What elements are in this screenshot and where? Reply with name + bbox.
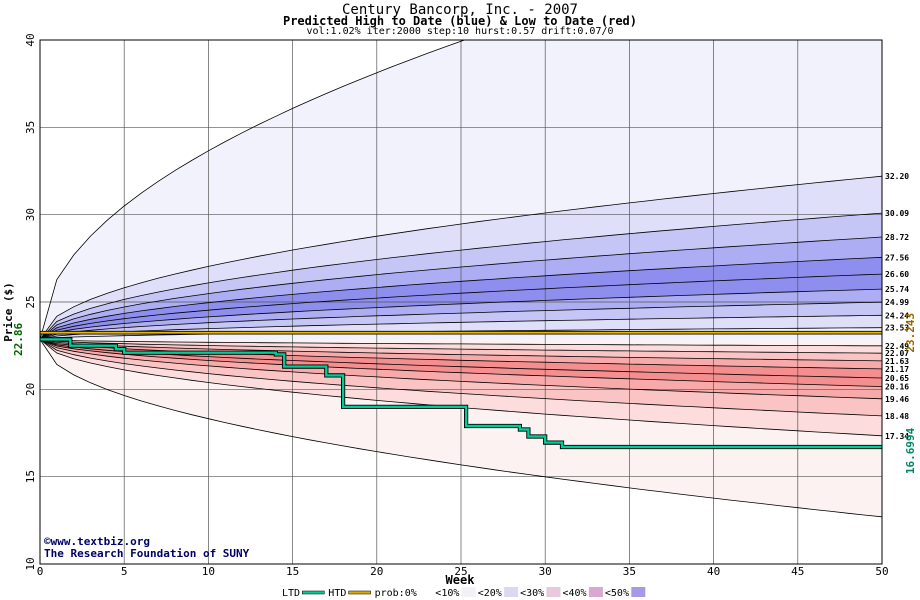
upper-band-line bbox=[40, 288, 882, 340]
lower-band-label: 20.16 bbox=[885, 383, 909, 392]
upper-band-label: 27.56 bbox=[885, 253, 909, 262]
upper-band-line bbox=[40, 301, 882, 340]
x-tick-label: 35 bbox=[623, 565, 636, 578]
lower-band-fill bbox=[40, 339, 882, 378]
chart-subtitle: Predicted High to Date (blue) & Low to D… bbox=[282, 14, 637, 28]
credit-line-2: The Research Foundation of SUNY bbox=[44, 547, 250, 560]
lower-band-label: 21.17 bbox=[885, 365, 909, 374]
legend-label: prob:0% bbox=[375, 588, 417, 599]
lower-band-line bbox=[40, 339, 882, 354]
legend-swatch bbox=[302, 590, 325, 595]
y-tick-label: 10 bbox=[24, 557, 37, 570]
lower-band-line bbox=[40, 339, 882, 347]
ltd-line bbox=[40, 338, 882, 449]
x-tick-label: 20 bbox=[370, 565, 383, 578]
legend-label: <40% bbox=[563, 588, 587, 599]
chart-title: Century Bancorp, Inc. - 2007 bbox=[341, 2, 578, 18]
upper-band-label: 26.60 bbox=[885, 270, 909, 279]
chart-params: vol:1.02% iter:2000 step:10 hurst:0.57 d… bbox=[306, 26, 614, 37]
upper-band-line bbox=[40, 212, 882, 340]
upper-band-label: 24.99 bbox=[885, 298, 909, 307]
upper-band-fill bbox=[40, 257, 882, 340]
lower-band-line bbox=[40, 339, 882, 400]
lower-band-fill bbox=[40, 339, 882, 399]
x-tick-label: 15 bbox=[286, 565, 299, 578]
htd-value-label: 23.243 bbox=[904, 313, 917, 353]
lower-band-fill bbox=[40, 339, 882, 369]
lower-band-line bbox=[40, 339, 882, 362]
x-tick-label: 0 bbox=[37, 565, 44, 578]
upper-band-label: 30.09 bbox=[885, 209, 909, 218]
y-tick-label: 15 bbox=[24, 470, 37, 483]
upper-band-label: 23.53 bbox=[885, 324, 909, 333]
y-tick-label: 35 bbox=[24, 121, 37, 134]
lower-band-line bbox=[40, 339, 882, 379]
legend-label: <50% bbox=[605, 588, 629, 599]
legend-swatch bbox=[419, 587, 434, 597]
lower-band-label: 22.07 bbox=[885, 349, 909, 358]
x-tick-label: 25 bbox=[454, 565, 467, 578]
upper-band-fill bbox=[40, 237, 882, 340]
lower-band-fill bbox=[40, 339, 882, 416]
upper-band-label: 24.24 bbox=[885, 311, 909, 320]
legend-label: HTD bbox=[328, 588, 346, 599]
upper-band-line bbox=[40, 314, 882, 340]
x-tick-label: 30 bbox=[539, 565, 552, 578]
legend-swatch bbox=[631, 587, 646, 597]
upper-band-line bbox=[40, 256, 882, 340]
upper-band-line bbox=[40, 236, 882, 340]
upper-band-fill bbox=[40, 274, 882, 340]
upper-band-line bbox=[40, 273, 882, 340]
y-axis-label: Price ($) bbox=[2, 282, 15, 342]
legend-swatch bbox=[504, 587, 519, 597]
legend-swatch bbox=[461, 587, 476, 597]
lower-band-line bbox=[40, 339, 882, 417]
legend-swatch bbox=[588, 587, 603, 597]
x-tick-label: 50 bbox=[875, 565, 888, 578]
legend-label: <20% bbox=[478, 588, 502, 599]
x-tick-label: 10 bbox=[202, 565, 215, 578]
lower-band-line bbox=[40, 339, 882, 518]
lower-band-label: 18.48 bbox=[885, 412, 909, 421]
x-tick-label: 45 bbox=[791, 565, 804, 578]
credit-line-1: ©www.textbiz.org bbox=[44, 535, 150, 548]
upper-band-label: 32.20 bbox=[885, 172, 909, 181]
y-tick-label: 20 bbox=[24, 383, 37, 396]
lower-band-label: 17.34 bbox=[885, 432, 909, 441]
upper-band-label: 28.72 bbox=[885, 233, 909, 242]
lower-band-fill bbox=[40, 339, 882, 387]
legend-swatch bbox=[348, 590, 371, 595]
plot-frame bbox=[39, 39, 883, 565]
lower-band-fill bbox=[40, 339, 882, 436]
lower-band-label: 19.46 bbox=[885, 395, 909, 404]
upper-band-label: 25.74 bbox=[885, 285, 909, 294]
legend-label: <30% bbox=[520, 588, 544, 599]
upper-band-line bbox=[40, 40, 466, 340]
x-axis-label: Week bbox=[446, 573, 476, 587]
upper-band-fill bbox=[40, 213, 882, 340]
legend-swatch bbox=[546, 587, 561, 597]
lower-band-label: 21.63 bbox=[885, 357, 909, 366]
x-tick-label: 40 bbox=[707, 565, 720, 578]
upper-band-fill bbox=[40, 176, 882, 340]
lower-band-label: 20.65 bbox=[885, 374, 909, 383]
lower-band-line bbox=[40, 339, 882, 387]
upper-band-line bbox=[40, 175, 882, 340]
y-tick-label: 40 bbox=[24, 33, 37, 46]
x-tick-label: 5 bbox=[121, 565, 128, 578]
y-tick-label: 30 bbox=[24, 208, 37, 221]
lower-band-label: 22.49 bbox=[885, 342, 909, 351]
legend-label: LTD bbox=[282, 588, 300, 599]
y-tick-label: 25 bbox=[24, 295, 37, 308]
start-price-label: 22.86 bbox=[12, 322, 25, 355]
ltd-value-label: 16.6994 bbox=[904, 427, 917, 474]
legend-label: <10% bbox=[435, 588, 459, 599]
